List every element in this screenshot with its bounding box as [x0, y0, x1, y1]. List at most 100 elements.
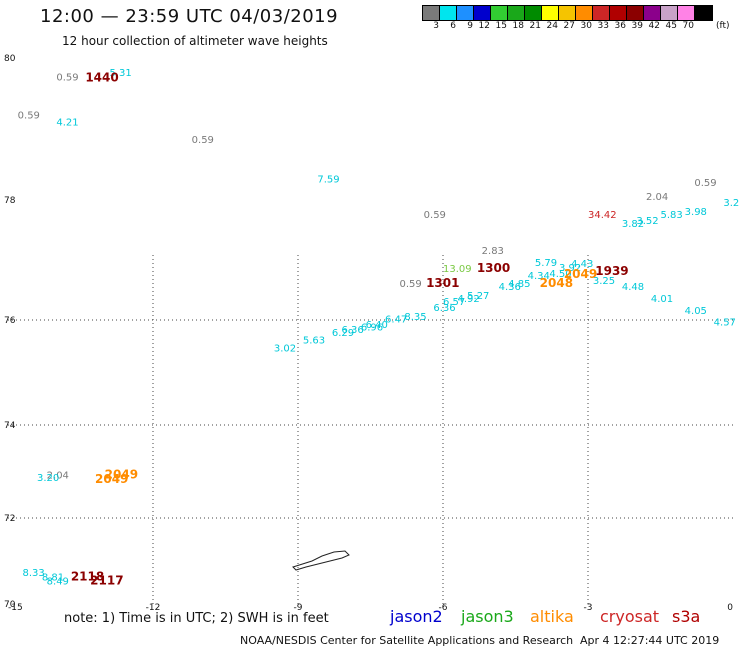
- swh-label: 6.40: [366, 320, 388, 331]
- swh-label: 8.49: [47, 577, 69, 588]
- swh-label: 6.36: [433, 303, 455, 314]
- time-label: 1300: [477, 261, 510, 275]
- color-scale-legend: [422, 5, 713, 21]
- legend-swatch: [610, 6, 627, 20]
- swh-label: 3.02: [274, 344, 296, 355]
- legend-label: 15: [495, 21, 507, 31]
- satellite-legend-item: altika: [530, 607, 574, 626]
- legend-label: 45: [665, 21, 677, 31]
- graticule-grid: [8, 255, 733, 604]
- legend-swatch: [525, 6, 542, 20]
- page-title: 12:00 — 23:59 UTC 04/03/2019: [40, 6, 339, 27]
- swh-label: 3.82: [622, 219, 644, 230]
- legend-swatch: [593, 6, 610, 20]
- time-label: 2049: [105, 467, 138, 481]
- swh-label: 4.05: [685, 306, 707, 317]
- swh-label: 8.81: [42, 572, 64, 583]
- legend-label: 21: [529, 21, 541, 31]
- lat-tick-label: 74: [4, 421, 16, 431]
- lon-tick-label: -12: [146, 603, 161, 613]
- time-label: 1440: [85, 70, 118, 84]
- swh-label: 4.48: [622, 282, 644, 293]
- swh-label: 3.92: [559, 263, 581, 274]
- swh-label: 5.63: [303, 336, 325, 347]
- satellite-legend-item: jason2: [390, 607, 443, 626]
- legend-swatch: [678, 6, 695, 20]
- legend-label: 39: [631, 21, 643, 31]
- lat-tick-label: 78: [4, 196, 16, 206]
- coastline: [292, 550, 350, 571]
- legend-label: 18: [512, 21, 524, 31]
- swh-label: 0.59: [694, 178, 716, 189]
- legend-swatch: [576, 6, 593, 20]
- swh-label: 4.34: [528, 271, 550, 282]
- lat-tick-label: 76: [4, 316, 16, 326]
- swh-label: 3.25: [593, 276, 615, 287]
- swh-label: 4.50: [549, 269, 571, 280]
- swh-label: 6.57: [443, 297, 465, 308]
- legend-swatch: [661, 6, 678, 20]
- swh-label: 4.92: [458, 294, 480, 305]
- swh-label: 5.83: [661, 210, 683, 221]
- lon-tick-label: -6: [439, 603, 448, 613]
- legend-swatch: [440, 6, 457, 20]
- swh-label: 8.33: [23, 568, 45, 579]
- legend-swatch: [627, 6, 644, 20]
- swh-label: 0.59: [424, 210, 446, 221]
- legend-label: 27: [563, 21, 575, 31]
- legend-swatch: [559, 6, 576, 20]
- color-scale-labels: 3 6 9 12 15 18 21 24 27 30 33 36 39 42 45 70: [422, 21, 694, 31]
- legend-swatch: [491, 6, 508, 20]
- swh-label: 6.47: [385, 315, 407, 326]
- swh-label: 13.09: [443, 264, 472, 275]
- swh-label: 4.21: [56, 117, 78, 128]
- lon-tick-label: 0: [727, 603, 733, 613]
- lon-tick-label: -9: [294, 603, 303, 613]
- lon-tick-label: -3: [584, 603, 593, 613]
- legend-swatch: [423, 6, 440, 20]
- swh-label: 6.29: [332, 328, 354, 339]
- time-label: 1939: [595, 264, 628, 278]
- swh-label: 5.27: [467, 291, 489, 302]
- swh-label: 3.20: [37, 473, 59, 484]
- time-label: 1301: [426, 276, 459, 290]
- legend-label: 12: [478, 21, 490, 31]
- lat-tick-label: 72: [4, 514, 15, 524]
- swh-label: 0.59: [400, 279, 422, 290]
- legend-swatch: [644, 6, 661, 20]
- legend-swatch: [542, 6, 559, 20]
- swh-label: 34.42: [588, 210, 617, 221]
- swh-label: 3.52: [636, 216, 658, 227]
- legend-label: 42: [648, 21, 660, 31]
- legend-swatch: [508, 6, 525, 20]
- page-subtitle: 12 hour collection of altimeter wave hei…: [62, 34, 328, 48]
- swh-label: 4.01: [651, 294, 673, 305]
- swh-label: 4.57: [714, 317, 736, 328]
- legend-label: 36: [614, 21, 626, 31]
- swh-label: 0.59: [56, 73, 78, 84]
- swh-label: 3.2: [723, 198, 739, 209]
- swh-label: 6.36: [342, 325, 364, 336]
- axis-tick-labels: -15 -12 -9 -6 -3 0 80 78 76 74 72 70: [4, 54, 733, 613]
- legend-label: 33: [597, 21, 609, 31]
- lat-tick-label: 80: [4, 54, 16, 64]
- swh-label: 0.59: [192, 135, 214, 146]
- lat-tick-label: 70: [4, 600, 16, 610]
- time-label: 2118: [71, 569, 104, 583]
- island-outline: [292, 550, 350, 571]
- swh-label: 5.79: [535, 258, 557, 269]
- legend-label: 70: [682, 21, 694, 31]
- swh-label: 4.43: [571, 259, 593, 270]
- timestamp-text: Apr 4 12:27:44 UTC 2019: [580, 634, 720, 647]
- swh-label: 3.98: [685, 207, 707, 218]
- legend-swatch: [695, 6, 712, 20]
- legend-label: 30: [580, 21, 592, 31]
- swh-label: 4.36: [499, 282, 521, 293]
- legend-label: 24: [546, 21, 558, 31]
- satellite-legend-item: s3a: [672, 607, 701, 626]
- time-label: 2048: [540, 276, 573, 290]
- swh-label: 2.83: [482, 246, 504, 257]
